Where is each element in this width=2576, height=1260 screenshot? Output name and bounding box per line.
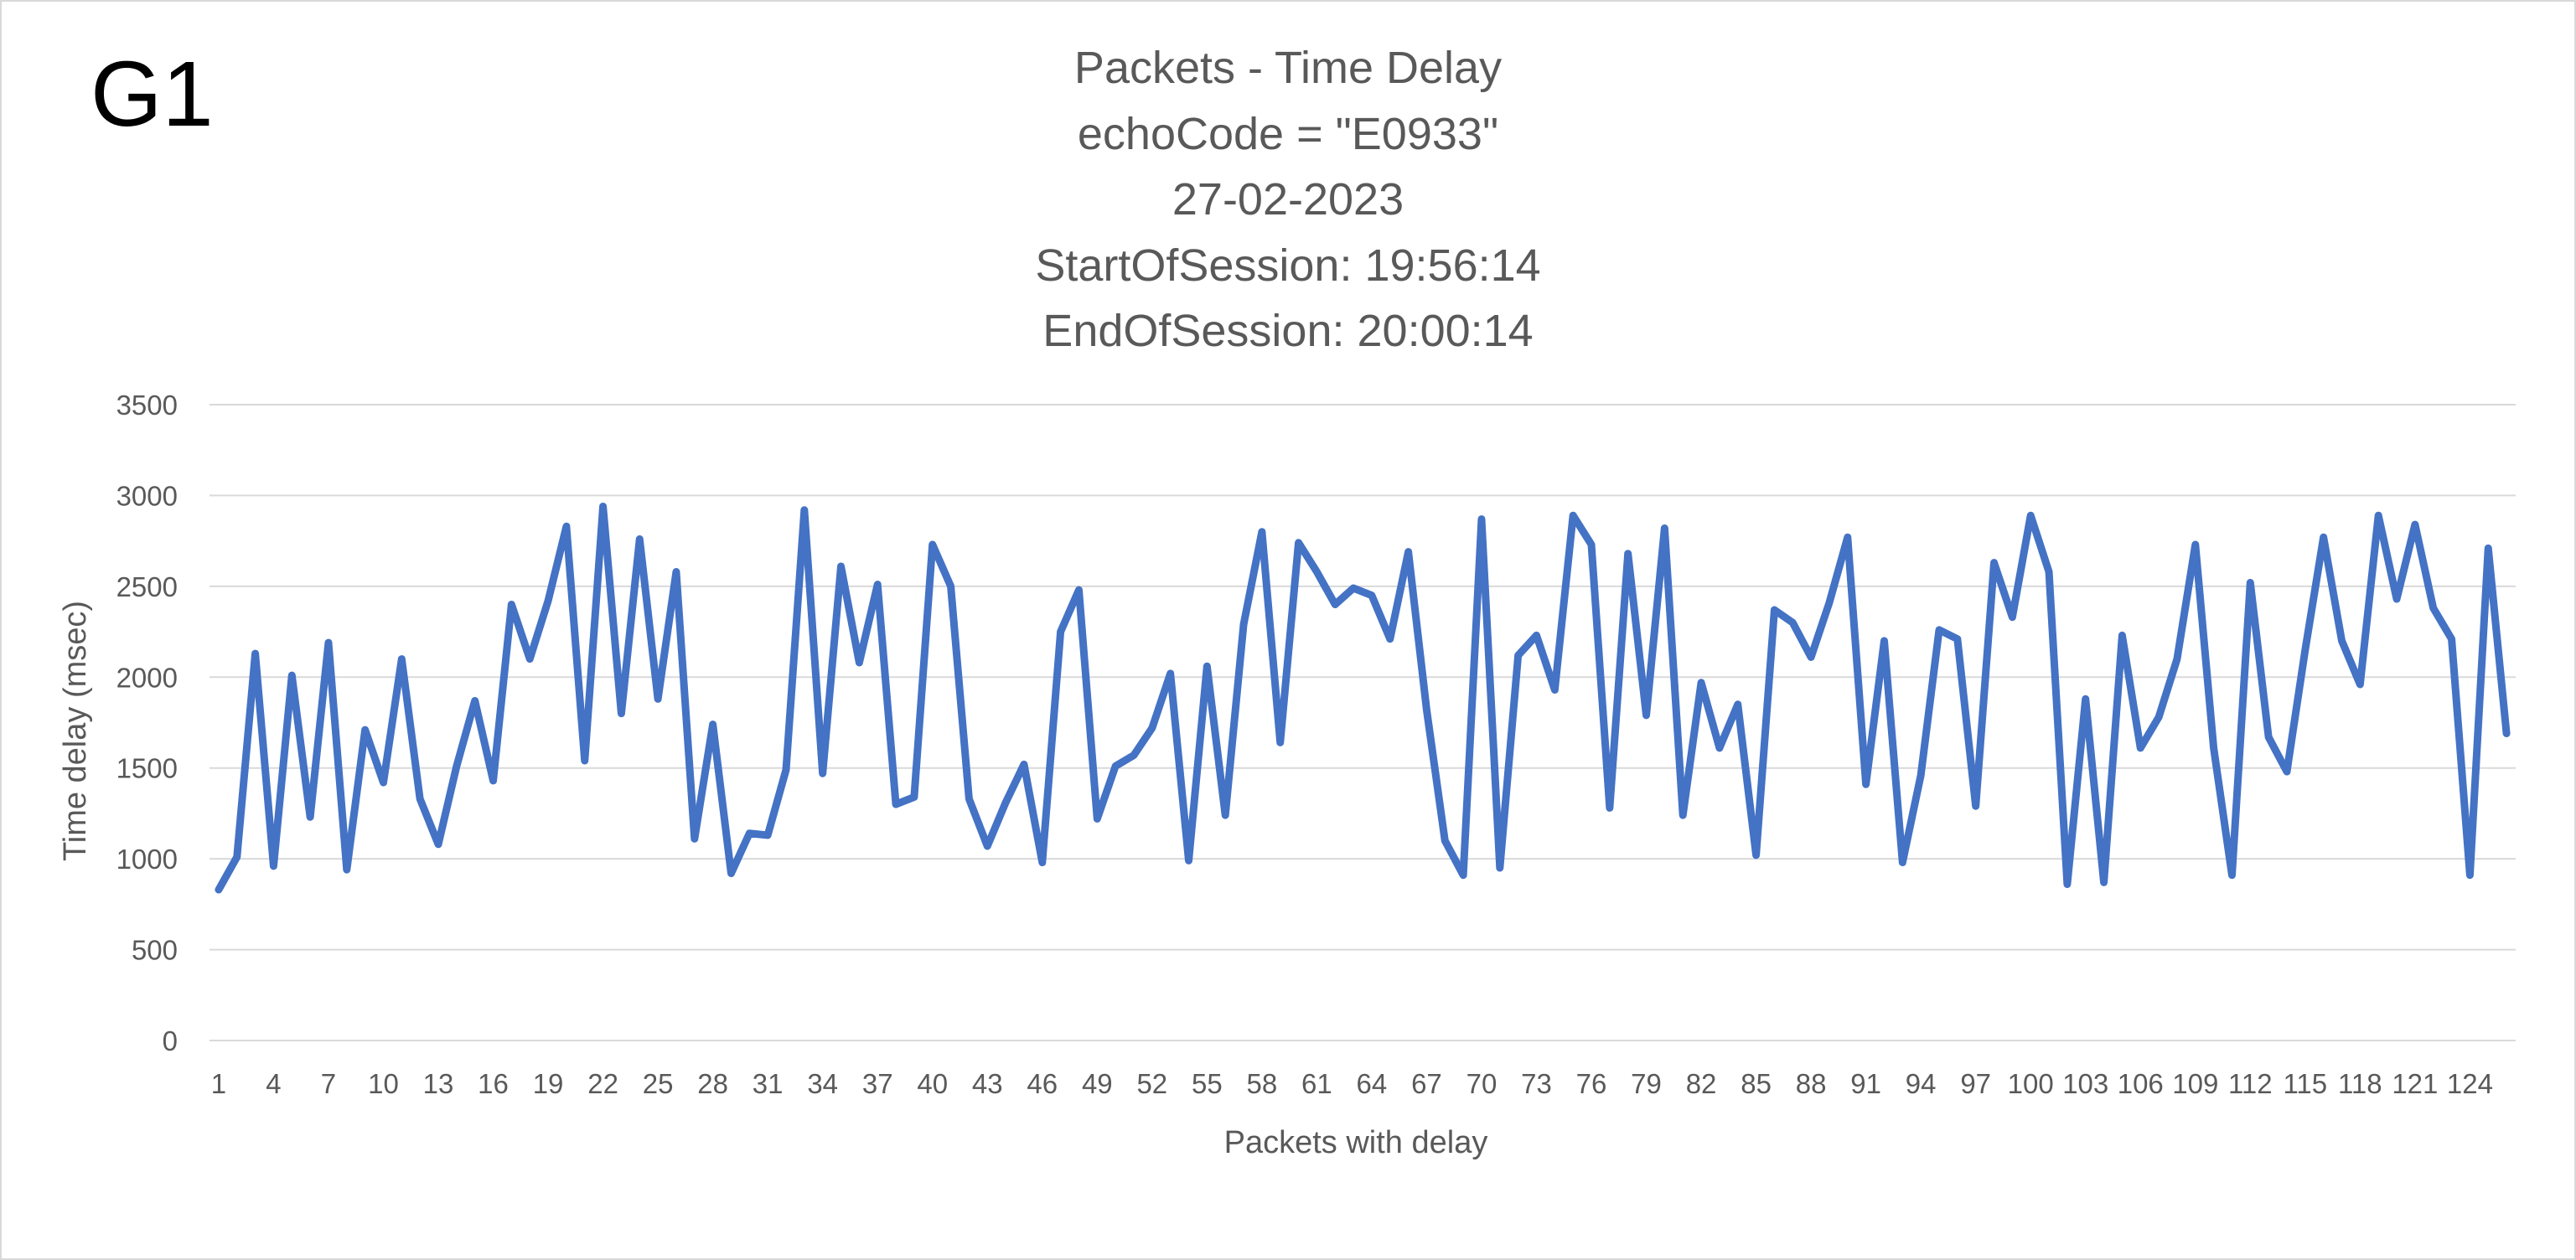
x-tick-label: 22 bbox=[587, 1068, 618, 1099]
chart-title-line-4: StartOfSession: 19:56:14 bbox=[1035, 240, 1541, 291]
gridlines bbox=[209, 404, 2516, 1041]
x-tick-label: 7 bbox=[321, 1068, 336, 1099]
x-axis-ticks: 1 4 7 10 13 16 19 22 25 28 31 34 37 40 43 46 49 52 55 58 61 6… bbox=[211, 1068, 2493, 1099]
x-tick-label: 55 bbox=[1192, 1068, 1223, 1099]
chart-title-line-3: 27-02-2023 bbox=[1172, 174, 1404, 225]
x-tick-label: 43 bbox=[972, 1068, 1003, 1099]
y-tick-label: 3000 bbox=[116, 480, 178, 511]
y-tick-label: 1500 bbox=[116, 753, 178, 784]
x-tick-label: 31 bbox=[753, 1068, 784, 1099]
x-tick-label: 103 bbox=[2062, 1068, 2108, 1099]
x-tick-label: 73 bbox=[1521, 1068, 1552, 1099]
corner-label: G1 bbox=[91, 43, 214, 146]
x-tick-label: 25 bbox=[643, 1068, 674, 1099]
x-tick-label: 67 bbox=[1411, 1068, 1442, 1099]
x-tick-label: 16 bbox=[478, 1068, 509, 1099]
x-tick-label: 109 bbox=[2172, 1068, 2218, 1099]
x-tick-label: 106 bbox=[2118, 1068, 2164, 1099]
x-tick-label: 91 bbox=[1850, 1068, 1881, 1099]
x-tick-label: 64 bbox=[1357, 1068, 1388, 1099]
x-tick-label: 19 bbox=[533, 1068, 564, 1099]
x-tick-label: 10 bbox=[368, 1068, 399, 1099]
y-tick-label: 1000 bbox=[116, 844, 178, 875]
y-tick-label: 500 bbox=[132, 935, 178, 966]
x-tick-label: 112 bbox=[2228, 1068, 2273, 1099]
x-tick-label: 61 bbox=[1301, 1068, 1332, 1099]
x-tick-label: 82 bbox=[1686, 1068, 1717, 1099]
chart-title-line-2: echoCode = "E0933" bbox=[1077, 108, 1499, 159]
series-line bbox=[215, 502, 2511, 894]
y-tick-label: 2500 bbox=[116, 571, 178, 602]
chart-title-line-5: EndOfSession: 20:00:14 bbox=[1042, 306, 1534, 356]
x-tick-label: 13 bbox=[423, 1068, 454, 1099]
x-tick-label: 85 bbox=[1741, 1068, 1772, 1099]
x-tick-label: 97 bbox=[1960, 1068, 1991, 1099]
chart-title: Packets - Time Delay echoCode = "E0933" … bbox=[0, 35, 2576, 364]
x-tick-label: 4 bbox=[266, 1068, 281, 1099]
x-tick-label: 88 bbox=[1796, 1068, 1827, 1099]
series-layer bbox=[215, 502, 2511, 894]
x-tick-label: 70 bbox=[1466, 1068, 1497, 1099]
x-tick-label: 37 bbox=[862, 1068, 893, 1099]
x-tick-label: 1 bbox=[211, 1068, 226, 1099]
chart-title-line-1: Packets - Time Delay bbox=[1073, 43, 1503, 93]
x-tick-label: 79 bbox=[1631, 1068, 1662, 1099]
x-tick-label: 49 bbox=[1082, 1068, 1113, 1099]
x-tick-label: 34 bbox=[807, 1068, 838, 1099]
x-tick-label: 76 bbox=[1576, 1068, 1607, 1099]
x-tick-label: 40 bbox=[917, 1068, 948, 1099]
x-tick-label: 58 bbox=[1247, 1068, 1278, 1099]
x-tick-label: 100 bbox=[2008, 1068, 2054, 1099]
y-tick-label: 2000 bbox=[116, 662, 178, 693]
x-tick-label: 115 bbox=[2284, 1068, 2328, 1099]
x-tick-label: 46 bbox=[1027, 1068, 1058, 1099]
y-axis-title: Time delay (msec) bbox=[58, 601, 93, 861]
x-tick-label: 121 bbox=[2392, 1068, 2438, 1099]
x-tick-label: 94 bbox=[1906, 1068, 1937, 1099]
x-tick-label: 118 bbox=[2338, 1068, 2382, 1099]
x-tick-label: 124 bbox=[2447, 1068, 2493, 1099]
x-tick-label: 28 bbox=[697, 1068, 728, 1099]
y-axis-ticks: 0 500 1000 1500 2000 2500 3000 3500 bbox=[116, 390, 178, 1056]
y-tick-label: 3500 bbox=[116, 390, 178, 421]
y-tick-label: 0 bbox=[163, 1025, 178, 1056]
x-tick-label: 52 bbox=[1136, 1068, 1167, 1099]
x-axis-title: Packets with delay bbox=[1224, 1125, 1488, 1160]
